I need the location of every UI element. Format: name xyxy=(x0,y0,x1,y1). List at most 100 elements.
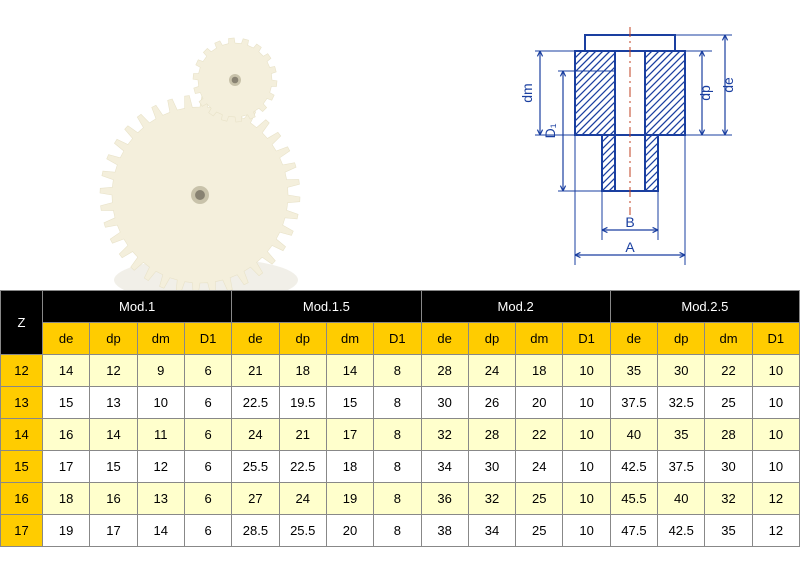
z-cell: 17 xyxy=(1,515,43,547)
col-group-3: Mod.2.5 xyxy=(610,291,799,323)
data-cell: 6 xyxy=(184,387,231,419)
z-cell: 15 xyxy=(1,451,43,483)
data-cell: 42.5 xyxy=(610,451,657,483)
z-cell: 14 xyxy=(1,419,43,451)
table-row: 13151310622.519.51583026201037.532.52510 xyxy=(1,387,800,419)
data-cell: 10 xyxy=(752,451,799,483)
data-cell: 34 xyxy=(468,515,515,547)
data-cell: 32 xyxy=(705,483,752,515)
data-cell: 15 xyxy=(43,387,90,419)
data-cell: 10 xyxy=(563,483,610,515)
data-cell: 32 xyxy=(468,483,515,515)
data-cell: 11 xyxy=(137,419,184,451)
gear-spec-table: ZMod.1Mod.1.5Mod.2Mod.2.5dedpdmD1dedpdmD… xyxy=(0,290,800,547)
col-sub-3-3: D1 xyxy=(752,323,799,355)
data-cell: 25 xyxy=(516,483,563,515)
data-cell: 30 xyxy=(705,451,752,483)
col-sub-0-3: D1 xyxy=(184,323,231,355)
data-cell: 6 xyxy=(184,483,231,515)
data-cell: 15 xyxy=(326,387,373,419)
col-sub-1-3: D1 xyxy=(374,323,421,355)
data-cell: 18 xyxy=(516,355,563,387)
data-cell: 20 xyxy=(516,387,563,419)
data-cell: 16 xyxy=(90,483,137,515)
data-cell: 14 xyxy=(90,419,137,451)
data-cell: 30 xyxy=(421,387,468,419)
data-cell: 24 xyxy=(468,355,515,387)
data-cell: 10 xyxy=(563,451,610,483)
data-cell: 8 xyxy=(374,355,421,387)
data-cell: 12 xyxy=(752,515,799,547)
col-header-z: Z xyxy=(1,291,43,355)
data-cell: 18 xyxy=(326,451,373,483)
data-cell: 17 xyxy=(43,451,90,483)
data-cell: 35 xyxy=(705,515,752,547)
data-cell: 22.5 xyxy=(279,451,326,483)
data-cell: 13 xyxy=(90,387,137,419)
data-cell: 19 xyxy=(43,515,90,547)
gear-photo xyxy=(20,10,380,290)
table-row: 16181613627241983632251045.5403212 xyxy=(1,483,800,515)
col-sub-2-1: dp xyxy=(468,323,515,355)
data-cell: 6 xyxy=(184,515,231,547)
data-cell: 37.5 xyxy=(658,451,705,483)
svg-text:A: A xyxy=(625,239,635,255)
data-cell: 30 xyxy=(658,355,705,387)
data-cell: 6 xyxy=(184,419,231,451)
data-cell: 12 xyxy=(90,355,137,387)
data-cell: 30 xyxy=(468,451,515,483)
data-cell: 32 xyxy=(421,419,468,451)
data-cell: 24 xyxy=(516,451,563,483)
data-cell: 40 xyxy=(658,483,705,515)
data-cell: 14 xyxy=(326,355,373,387)
data-cell: 10 xyxy=(752,387,799,419)
data-cell: 28 xyxy=(468,419,515,451)
data-cell: 27 xyxy=(232,483,279,515)
col-sub-2-0: de xyxy=(421,323,468,355)
data-cell: 47.5 xyxy=(610,515,657,547)
data-cell: 8 xyxy=(374,483,421,515)
data-cell: 19.5 xyxy=(279,387,326,419)
data-cell: 24 xyxy=(279,483,326,515)
data-cell: 18 xyxy=(43,483,90,515)
data-cell: 12 xyxy=(137,451,184,483)
data-cell: 6 xyxy=(184,355,231,387)
data-cell: 8 xyxy=(374,419,421,451)
data-cell: 10 xyxy=(563,515,610,547)
data-cell: 10 xyxy=(752,419,799,451)
data-cell: 6 xyxy=(184,451,231,483)
table-row: 15171512625.522.51883430241042.537.53010 xyxy=(1,451,800,483)
col-sub-0-0: de xyxy=(43,323,90,355)
col-sub-1-2: dm xyxy=(326,323,373,355)
svg-text:B: B xyxy=(625,214,634,230)
data-cell: 25 xyxy=(705,387,752,419)
z-cell: 16 xyxy=(1,483,43,515)
svg-text:dp: dp xyxy=(697,85,713,101)
data-cell: 25.5 xyxy=(232,451,279,483)
col-sub-0-2: dm xyxy=(137,323,184,355)
data-cell: 17 xyxy=(90,515,137,547)
data-cell: 36 xyxy=(421,483,468,515)
data-cell: 24 xyxy=(232,419,279,451)
table-row: 14161411624211783228221040352810 xyxy=(1,419,800,451)
col-sub-2-2: dm xyxy=(516,323,563,355)
data-cell: 28 xyxy=(705,419,752,451)
data-cell: 42.5 xyxy=(658,515,705,547)
svg-text:de: de xyxy=(720,77,736,93)
data-cell: 34 xyxy=(421,451,468,483)
data-cell: 8 xyxy=(374,387,421,419)
svg-text:dm: dm xyxy=(519,83,535,102)
data-cell: 19 xyxy=(326,483,373,515)
data-cell: 20 xyxy=(326,515,373,547)
data-cell: 17 xyxy=(326,419,373,451)
z-cell: 12 xyxy=(1,355,43,387)
data-cell: 35 xyxy=(610,355,657,387)
data-cell: 10 xyxy=(563,355,610,387)
data-cell: 9 xyxy=(137,355,184,387)
data-cell: 13 xyxy=(137,483,184,515)
col-group-2: Mod.2 xyxy=(421,291,610,323)
table-row: 1214129621181482824181035302210 xyxy=(1,355,800,387)
data-cell: 35 xyxy=(658,419,705,451)
table-row: 17191714628.525.52083834251047.542.53512 xyxy=(1,515,800,547)
data-cell: 10 xyxy=(137,387,184,419)
